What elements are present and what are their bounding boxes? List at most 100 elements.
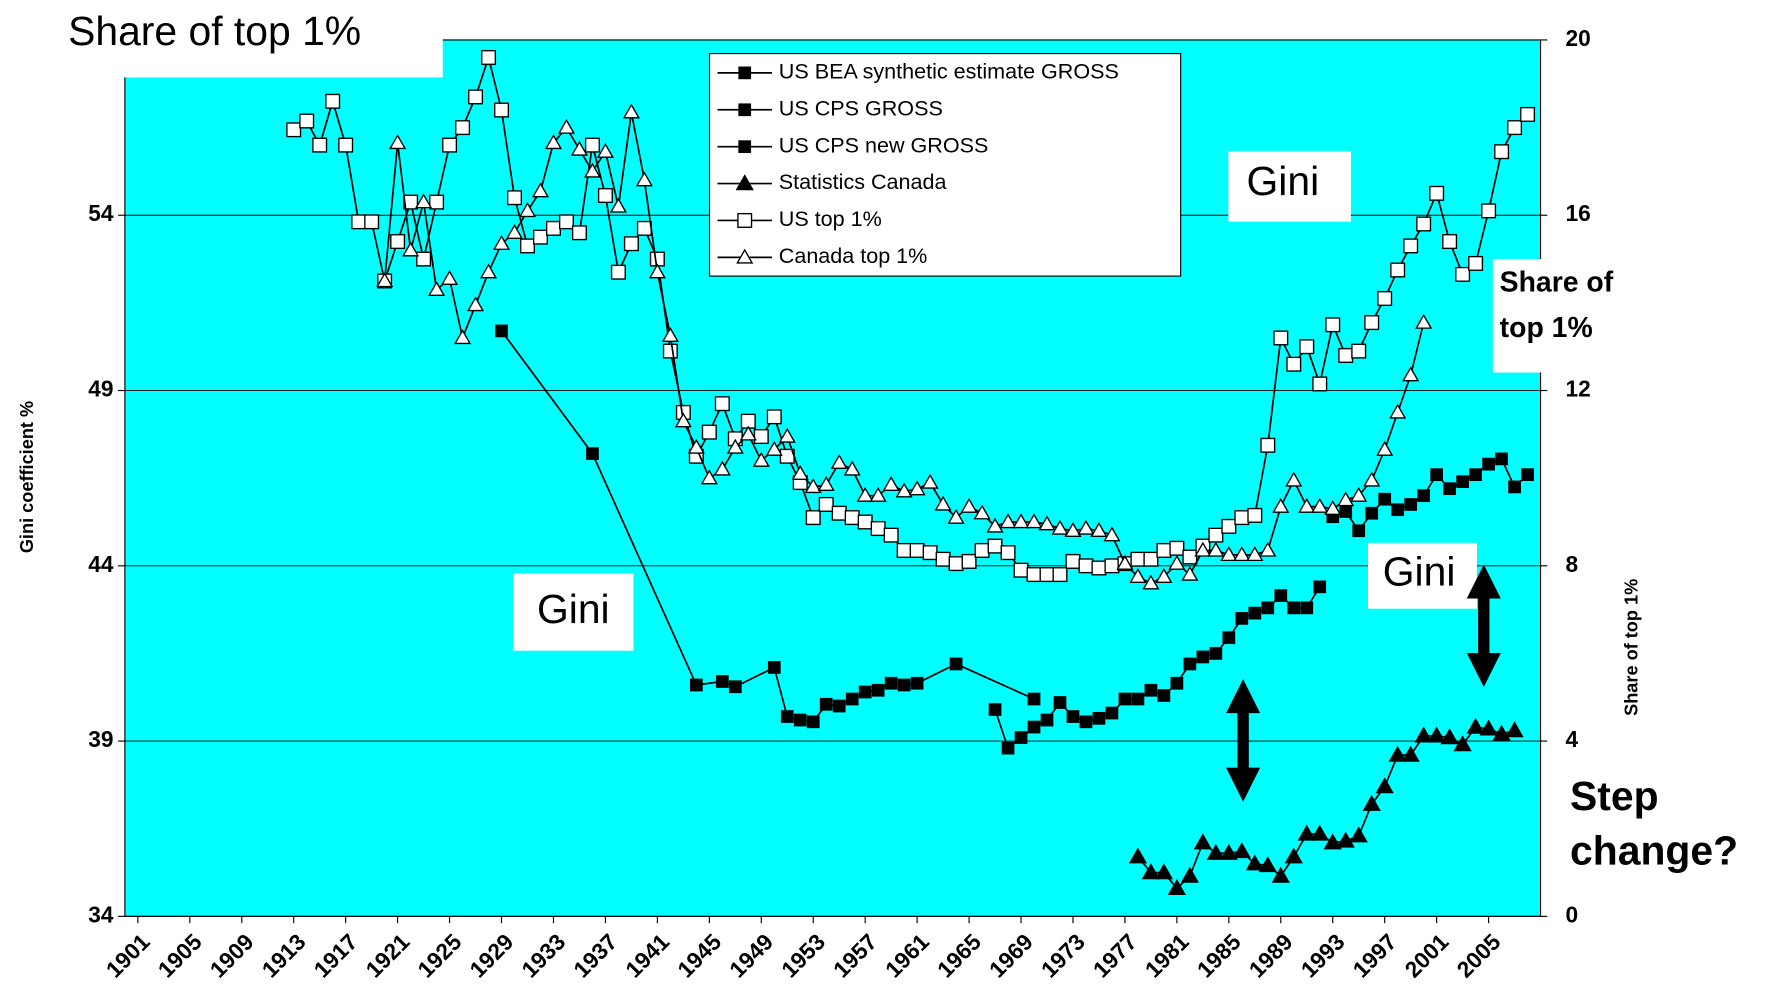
- marker: [507, 190, 523, 206]
- x-tick-label: 1961: [880, 928, 934, 982]
- marker: [1234, 510, 1250, 526]
- marker: [1026, 567, 1042, 583]
- marker: [1104, 558, 1120, 574]
- marker: [1128, 847, 1148, 864]
- marker: [1053, 696, 1067, 709]
- marker: [1363, 471, 1381, 487]
- marker: [1285, 471, 1303, 487]
- marker: [1027, 692, 1041, 706]
- marker: [832, 699, 846, 713]
- marker: [1349, 826, 1368, 843]
- marker: [1154, 863, 1174, 880]
- marker: [857, 514, 873, 530]
- marker: [1027, 720, 1041, 734]
- marker: [1193, 833, 1212, 850]
- marker: [831, 505, 847, 521]
- marker: [1103, 526, 1121, 542]
- marker: [520, 238, 535, 254]
- marker: [1001, 741, 1015, 755]
- marker: [1364, 315, 1380, 331]
- marker: [897, 678, 911, 692]
- marker: [1377, 291, 1393, 306]
- marker: [714, 396, 730, 412]
- marker: [1402, 366, 1420, 382]
- marker: [1494, 144, 1510, 160]
- marker: [1025, 513, 1043, 529]
- marker: [596, 142, 614, 158]
- marker: [1404, 498, 1418, 511]
- marker: [571, 225, 587, 241]
- marker: [441, 270, 459, 285]
- annotation: Share of: [1500, 267, 1614, 299]
- marker: [1208, 527, 1224, 543]
- x-tick-label: 1917: [308, 928, 362, 982]
- marker: [1143, 551, 1159, 567]
- marker: [583, 162, 601, 178]
- marker: [1235, 612, 1249, 625]
- marker: [558, 214, 574, 230]
- marker: [949, 657, 963, 671]
- marker: [376, 272, 394, 288]
- marker: [1443, 482, 1456, 496]
- series: [1128, 717, 1524, 895]
- marker: [819, 697, 833, 711]
- marker: [586, 447, 599, 460]
- marker: [793, 713, 807, 727]
- legend-marker: [735, 174, 754, 191]
- marker: [416, 251, 432, 267]
- marker: [1040, 713, 1054, 727]
- marker: [869, 486, 887, 502]
- legend-marker: [738, 66, 752, 80]
- marker: [351, 214, 367, 230]
- marker: [1479, 719, 1498, 736]
- annotation: Gini: [537, 586, 610, 632]
- marker: [1142, 574, 1160, 590]
- marker: [1312, 376, 1328, 392]
- marker: [871, 683, 885, 697]
- marker: [1323, 833, 1342, 850]
- annotation: Gini: [1247, 158, 1320, 204]
- marker: [908, 480, 926, 496]
- marker: [1000, 545, 1016, 561]
- marker: [1388, 745, 1407, 762]
- marker: [1038, 515, 1056, 531]
- series: [1326, 452, 1534, 538]
- marker: [532, 229, 548, 245]
- marker: [806, 715, 820, 729]
- marker: [648, 263, 666, 279]
- marker: [1129, 568, 1147, 583]
- marker: [312, 137, 328, 153]
- marker: [1272, 497, 1290, 513]
- marker: [1258, 856, 1277, 873]
- x-tick-label: 1997: [1347, 928, 1401, 982]
- x-tick-label: 1933: [516, 928, 570, 982]
- marker: [1311, 497, 1329, 513]
- marker: [1521, 468, 1534, 482]
- marker: [1401, 745, 1420, 762]
- marker: [1141, 863, 1161, 880]
- marker: [1520, 106, 1536, 122]
- marker: [778, 427, 796, 443]
- x-tick-label: 1921: [360, 928, 414, 982]
- annotation-box: [1228, 151, 1351, 222]
- marker: [1286, 356, 1302, 372]
- marker: [415, 193, 433, 209]
- marker: [1221, 518, 1237, 534]
- legend: US BEA synthetic estimate GROSS US CPS GR…: [708, 53, 1182, 277]
- marker: [584, 137, 600, 153]
- legend-marker: [738, 103, 752, 117]
- marker: [1130, 551, 1146, 567]
- annotation: top 1%: [1500, 312, 1593, 344]
- chart-title: Share of top 1%: [68, 8, 361, 54]
- y-tick-label: 49: [88, 376, 113, 402]
- marker: [1246, 546, 1264, 562]
- x-tick-label: 1989: [1244, 928, 1298, 982]
- marker: [1052, 567, 1068, 583]
- x-tick-label: 1901: [101, 928, 155, 982]
- marker: [1233, 546, 1251, 562]
- marker: [1194, 541, 1212, 557]
- marker: [767, 661, 781, 674]
- marker: [1066, 710, 1080, 723]
